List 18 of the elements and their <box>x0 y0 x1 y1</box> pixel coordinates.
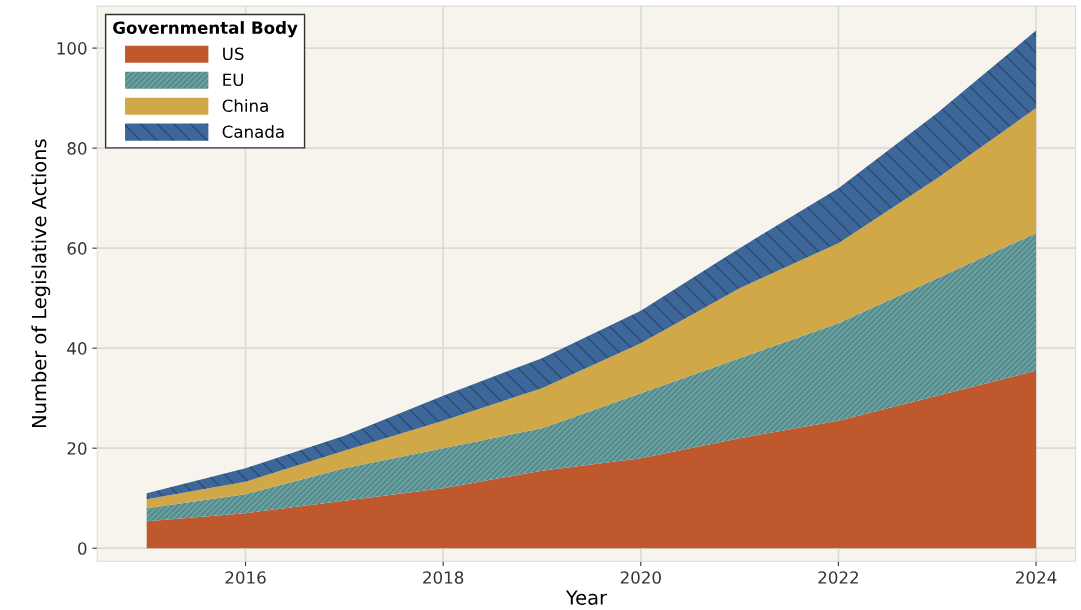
legend-label: US <box>223 47 244 61</box>
legend-label: Canada <box>222 125 284 138</box>
x-tick-label: 2018 <box>423 571 464 584</box>
x-axis-title: Year <box>565 590 608 605</box>
legend-label: EU <box>223 73 243 87</box>
y-tick-label: 100 <box>57 42 87 55</box>
y-tick-label: 80 <box>67 142 87 155</box>
x-tick-label: 2016 <box>225 571 266 584</box>
legend-label: China <box>222 99 268 113</box>
x-tick-label: 2024 <box>1016 571 1057 584</box>
x-tick-label: 2020 <box>620 571 661 584</box>
y-tick-label: 60 <box>67 242 87 255</box>
y-axis-title: Number of Legislative Actions <box>31 139 51 428</box>
y-tick-label: 0 <box>78 542 87 555</box>
x-tick-label: 2022 <box>818 571 858 584</box>
legend-title: Governmental Body <box>113 21 298 38</box>
y-tick-label: 20 <box>67 442 87 455</box>
y-tick-label: 40 <box>67 342 87 355</box>
